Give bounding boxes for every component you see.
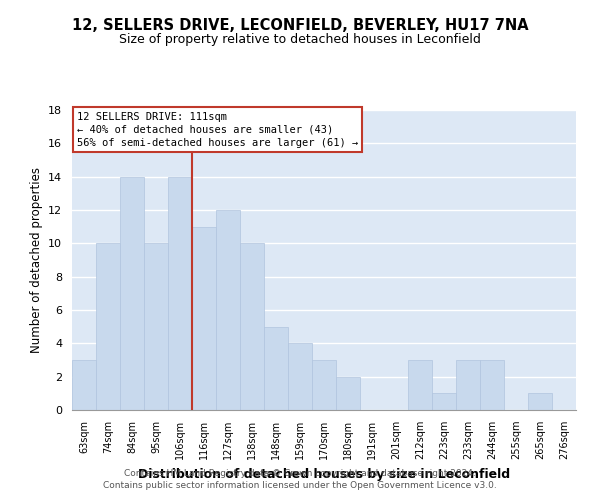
Bar (288, 344, 312, 410)
Bar (336, 376, 360, 410)
Y-axis label: Number of detached properties: Number of detached properties (29, 167, 43, 353)
Bar (168, 176, 192, 410)
Bar (312, 360, 336, 410)
Bar (456, 360, 480, 410)
Bar (240, 244, 264, 410)
X-axis label: Distribution of detached houses by size in Leconfield: Distribution of detached houses by size … (138, 468, 510, 480)
Bar (432, 394, 456, 410)
Bar (72, 360, 96, 410)
Bar (480, 360, 504, 410)
Text: Contains HM Land Registry data © Crown copyright and database right 2024.: Contains HM Land Registry data © Crown c… (124, 468, 476, 477)
Bar (144, 244, 168, 410)
Text: Size of property relative to detached houses in Leconfield: Size of property relative to detached ho… (119, 32, 481, 46)
Text: Contains public sector information licensed under the Open Government Licence v3: Contains public sector information licen… (103, 481, 497, 490)
Text: 12, SELLERS DRIVE, LECONFIELD, BEVERLEY, HU17 7NA: 12, SELLERS DRIVE, LECONFIELD, BEVERLEY,… (71, 18, 529, 32)
Bar (192, 226, 216, 410)
Bar (528, 394, 552, 410)
Bar (264, 326, 288, 410)
Bar (216, 210, 240, 410)
Bar (120, 176, 144, 410)
Text: 12 SELLERS DRIVE: 111sqm
← 40% of detached houses are smaller (43)
56% of semi-d: 12 SELLERS DRIVE: 111sqm ← 40% of detach… (77, 112, 358, 148)
Bar (408, 360, 432, 410)
Bar (96, 244, 120, 410)
